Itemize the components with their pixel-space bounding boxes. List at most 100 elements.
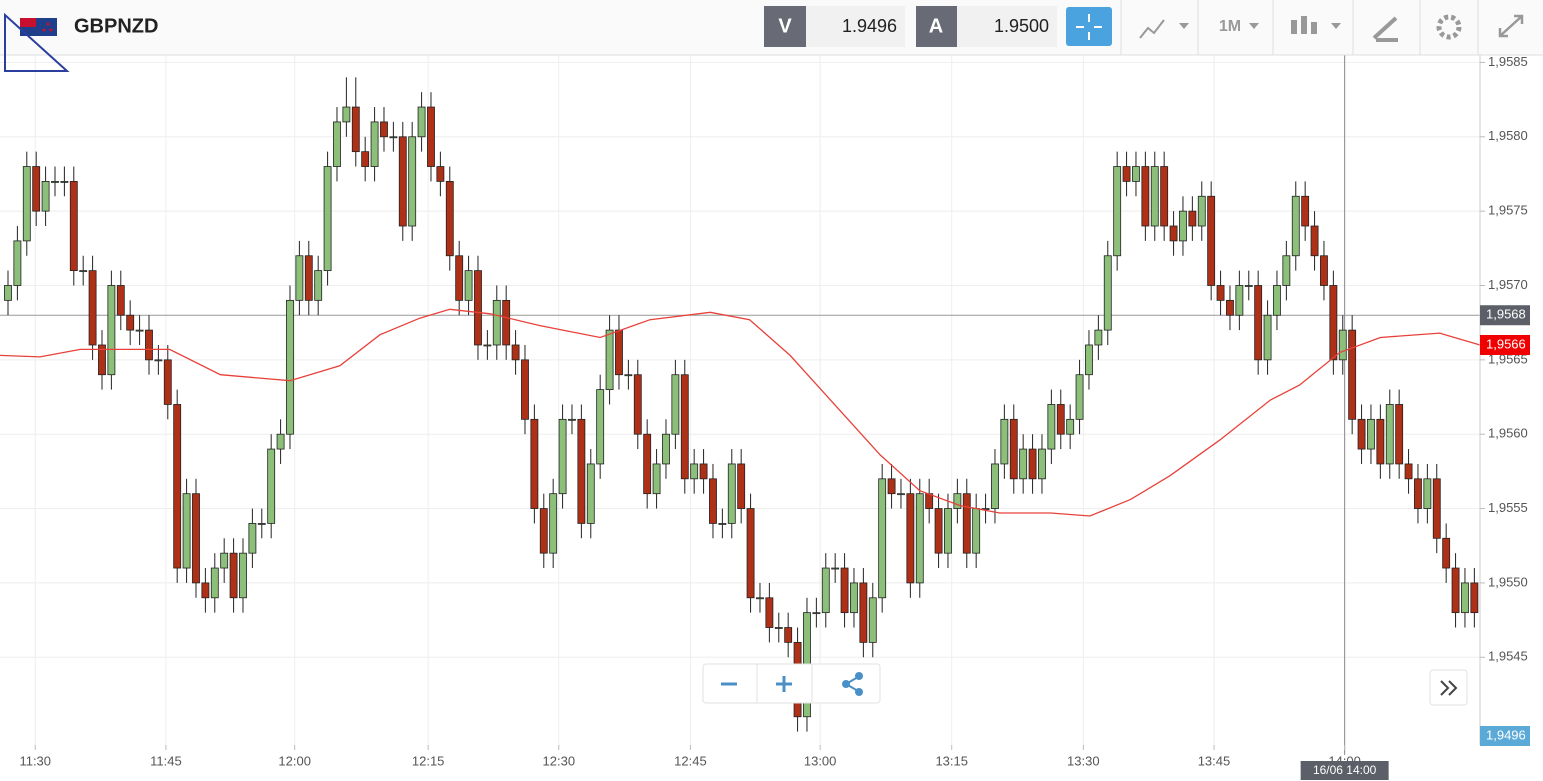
candle-body <box>1385 404 1394 465</box>
settings-button[interactable] <box>1436 14 1462 40</box>
candle-body <box>1244 285 1253 287</box>
candle-body <box>22 166 31 242</box>
candle-body <box>1320 255 1328 286</box>
candle-body <box>173 404 182 569</box>
candle-body <box>1179 210 1187 242</box>
crosshair-button[interactable] <box>1066 7 1112 46</box>
candle-body <box>709 478 717 524</box>
candle-body <box>774 627 783 629</box>
symbol: GBPNZD <box>74 15 158 37</box>
candle-body <box>314 270 323 301</box>
x-tick-label: 11:45 <box>150 753 182 768</box>
candle-body <box>944 508 952 554</box>
scroll-end-button[interactable] <box>1429 669 1468 706</box>
candle-body <box>427 106 435 167</box>
candle-body <box>342 106 351 123</box>
candle-body <box>1028 448 1037 480</box>
candle-body <box>1150 166 1159 227</box>
candle-body <box>1000 418 1009 465</box>
candle-body <box>32 166 41 212</box>
flag-canton <box>20 18 36 27</box>
candle-body <box>1376 418 1385 465</box>
candle-body <box>1461 582 1469 614</box>
candle-body <box>398 136 407 227</box>
candle-body <box>1470 582 1479 614</box>
candle-body <box>1113 166 1122 257</box>
candle-body <box>163 359 172 405</box>
fullscreen-button[interactable] <box>1498 14 1524 38</box>
candle-body <box>737 463 746 509</box>
toolbar-separators <box>1120 0 1479 55</box>
candle-body <box>1310 225 1319 257</box>
candle-body <box>765 597 774 628</box>
buy-price: 1.9500 <box>994 16 1049 36</box>
y-tick-label: 1,9585 <box>1488 54 1528 69</box>
candle-body <box>991 463 999 509</box>
icon <box>1139 19 1165 39</box>
candle-body <box>239 552 247 599</box>
button-bg <box>1066 7 1112 46</box>
ma-price-label: 1,9566 <box>1486 336 1526 351</box>
sell-button[interactable] <box>764 6 806 47</box>
candle-body <box>906 493 915 584</box>
candle-style-button[interactable] <box>1291 16 1341 34</box>
x-tick-label: 12:00 <box>278 753 311 768</box>
candle-body <box>1338 329 1347 361</box>
candle-body <box>878 478 887 599</box>
corner-triangle <box>4 12 70 72</box>
x-tick-label: 13:45 <box>1198 753 1231 768</box>
candle-body <box>1103 255 1112 331</box>
candle-body <box>1169 225 1178 242</box>
candle-body <box>511 344 520 361</box>
crosshair-price-label: 1,9568 <box>1486 307 1526 322</box>
candle-body <box>88 270 97 346</box>
candle-body <box>953 493 962 509</box>
candle-body <box>962 493 971 554</box>
candle-body <box>182 493 191 569</box>
candle-body <box>643 433 652 495</box>
candle-body <box>925 493 934 509</box>
flag-star <box>46 22 50 26</box>
candle-body <box>1188 210 1197 227</box>
candle-body <box>727 463 736 524</box>
candle-body <box>1122 166 1131 182</box>
x-tick-label: 12:15 <box>412 753 445 768</box>
y-tick-label: 1,9545 <box>1488 649 1528 664</box>
candle-body <box>1066 418 1075 435</box>
share-button[interactable] <box>842 672 863 696</box>
buy-button[interactable] <box>916 6 957 47</box>
candle-body <box>1235 285 1244 316</box>
candle-body <box>577 418 586 524</box>
candle-body <box>1075 374 1084 420</box>
candle-body <box>333 121 341 167</box>
caret <box>1179 23 1189 29</box>
candle-body <box>1291 195 1300 257</box>
candle-body <box>850 582 858 614</box>
candle-body <box>79 270 88 273</box>
y-tick-label: 1,9570 <box>1488 277 1528 292</box>
candle-body <box>1367 418 1375 450</box>
candle-body <box>389 136 398 139</box>
candle-body <box>1197 195 1206 227</box>
draw-button[interactable] <box>1372 16 1398 42</box>
candle-body <box>351 106 360 153</box>
crosshair-time-badge <box>1300 761 1389 780</box>
period-button[interactable]: 1M <box>1219 18 1259 35</box>
candle-body <box>615 329 623 376</box>
candle-body <box>1357 418 1366 450</box>
zoom-in-button[interactable] <box>776 676 792 692</box>
candle-body <box>671 374 680 435</box>
y-tick-label: 1,9555 <box>1488 500 1528 515</box>
candle-body <box>417 106 426 138</box>
candle-body <box>210 567 219 599</box>
icon <box>855 688 863 696</box>
bid-badge <box>1480 726 1530 746</box>
candle-body <box>69 181 78 272</box>
candle-body <box>295 255 304 301</box>
y-tick-label: 1,9575 <box>1488 203 1528 218</box>
chart-type-button[interactable] <box>1139 19 1189 39</box>
candle-body <box>897 493 905 496</box>
candle-body <box>116 285 125 316</box>
